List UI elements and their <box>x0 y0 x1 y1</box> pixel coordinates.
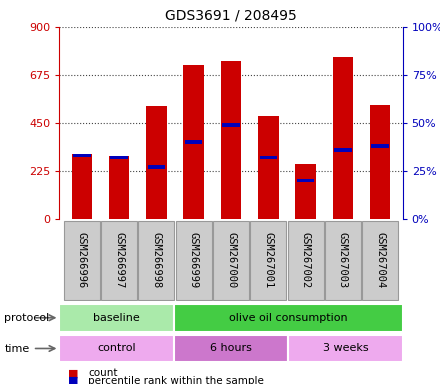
Text: protocol: protocol <box>4 313 50 323</box>
FancyBboxPatch shape <box>176 220 212 300</box>
FancyBboxPatch shape <box>174 304 403 331</box>
FancyBboxPatch shape <box>174 334 288 362</box>
FancyBboxPatch shape <box>101 220 137 300</box>
FancyBboxPatch shape <box>59 304 174 331</box>
FancyBboxPatch shape <box>288 334 403 362</box>
Bar <box>334 148 352 152</box>
Bar <box>185 140 202 144</box>
Text: GSM267001: GSM267001 <box>263 232 273 288</box>
FancyBboxPatch shape <box>139 220 174 300</box>
Bar <box>110 156 128 159</box>
FancyBboxPatch shape <box>213 220 249 300</box>
Bar <box>109 156 129 219</box>
Text: control: control <box>97 343 136 354</box>
Bar <box>222 123 240 127</box>
Text: GSM266997: GSM266997 <box>114 232 124 288</box>
Bar <box>221 61 241 219</box>
Bar <box>258 116 279 219</box>
Bar <box>260 156 277 159</box>
Text: olive oil consumption: olive oil consumption <box>229 313 348 323</box>
Bar <box>148 165 165 169</box>
Bar <box>183 65 204 219</box>
Text: GSM267003: GSM267003 <box>338 232 348 288</box>
FancyBboxPatch shape <box>250 220 286 300</box>
Bar <box>333 57 353 219</box>
Text: GSM266998: GSM266998 <box>151 232 161 288</box>
Text: GSM266996: GSM266996 <box>77 232 87 288</box>
Text: baseline: baseline <box>93 313 140 323</box>
Text: GSM267002: GSM267002 <box>301 232 311 288</box>
Text: percentile rank within the sample: percentile rank within the sample <box>88 376 264 384</box>
Text: GSM267004: GSM267004 <box>375 232 385 288</box>
FancyBboxPatch shape <box>362 220 398 300</box>
FancyBboxPatch shape <box>64 220 100 300</box>
Text: ■: ■ <box>68 368 79 378</box>
Text: GSM267000: GSM267000 <box>226 232 236 288</box>
Bar <box>370 105 390 219</box>
Text: 6 hours: 6 hours <box>210 343 252 354</box>
Text: 3 weeks: 3 weeks <box>323 343 368 354</box>
Title: GDS3691 / 208495: GDS3691 / 208495 <box>165 9 297 23</box>
Bar <box>371 144 389 148</box>
Text: time: time <box>4 344 29 354</box>
Text: GSM266999: GSM266999 <box>189 232 199 288</box>
Bar <box>295 164 316 219</box>
FancyBboxPatch shape <box>325 220 361 300</box>
Bar <box>146 106 167 219</box>
Bar <box>72 154 92 219</box>
Text: count: count <box>88 368 117 378</box>
Bar <box>297 179 314 182</box>
FancyBboxPatch shape <box>59 334 174 362</box>
FancyBboxPatch shape <box>288 220 323 300</box>
Text: ■: ■ <box>68 376 79 384</box>
Bar <box>73 154 91 157</box>
